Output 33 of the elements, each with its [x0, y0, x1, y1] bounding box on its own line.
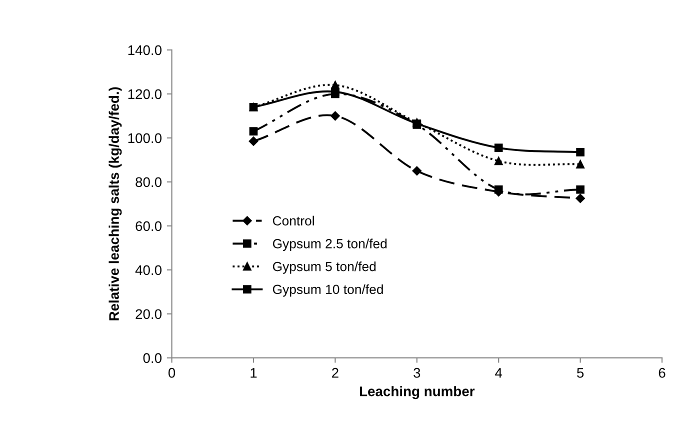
legend-label: Gypsum 5 ton/fed [272, 262, 376, 274]
point [331, 88, 340, 96]
point [248, 136, 258, 146]
y-axis-title: Relative leaching salts (kg/day/fed.) [108, 87, 122, 320]
y-tick-label: 140.0 [128, 45, 162, 56]
x-tick-label: 3 [414, 368, 420, 378]
y-tick-label: 80.0 [136, 177, 162, 188]
x-tick-label: 5 [577, 368, 584, 378]
y-tick-label: 120.0 [128, 89, 162, 100]
point [576, 148, 584, 156]
point [576, 185, 584, 194]
point [494, 185, 503, 194]
y-tick-label: 20.0 [136, 309, 162, 320]
legend-label: Gypsum 2.5 ton/fed [272, 238, 387, 251]
legend-label: Control [272, 216, 314, 226]
point [494, 144, 503, 152]
x-axis-title: Leaching number [360, 386, 475, 400]
point [249, 127, 258, 136]
y-tick-label: 100.0 [128, 133, 162, 144]
point [576, 160, 584, 168]
point [494, 156, 503, 166]
x-tick-label: 6 [658, 368, 666, 378]
y-tick-label: 60.0 [136, 221, 162, 232]
x-tick-label: 2 [332, 368, 338, 378]
x-tick-label: 0 [168, 368, 176, 378]
y-tick-label: 40.0 [135, 265, 162, 276]
point [330, 111, 340, 121]
point [576, 194, 585, 204]
x-tick-label: 4 [495, 368, 502, 378]
y-tick-label: 0.0 [143, 353, 162, 364]
point [412, 166, 422, 176]
x-tick-label: 1 [250, 368, 257, 378]
legend-label: Gypsum 10 ton/fed [272, 284, 383, 297]
